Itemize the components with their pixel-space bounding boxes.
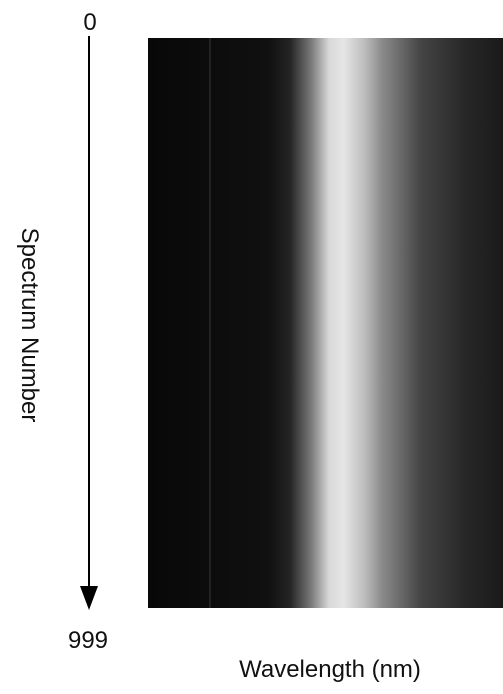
axis-end-label: 999 xyxy=(68,627,108,654)
figure: 0 999 Spectrum Number Wavelength (nm) xyxy=(0,0,503,689)
page: 0 999 Spectrum Number Wavelength (nm) ((… xyxy=(0,0,503,689)
axis-arrow-head xyxy=(80,586,98,610)
horizontal-axis-label: Wavelength (nm) xyxy=(239,656,421,683)
axis-start-label: 0 xyxy=(83,9,96,36)
vertical-axis-label: Spectrum Number xyxy=(16,228,43,423)
spectral-image xyxy=(148,38,503,608)
